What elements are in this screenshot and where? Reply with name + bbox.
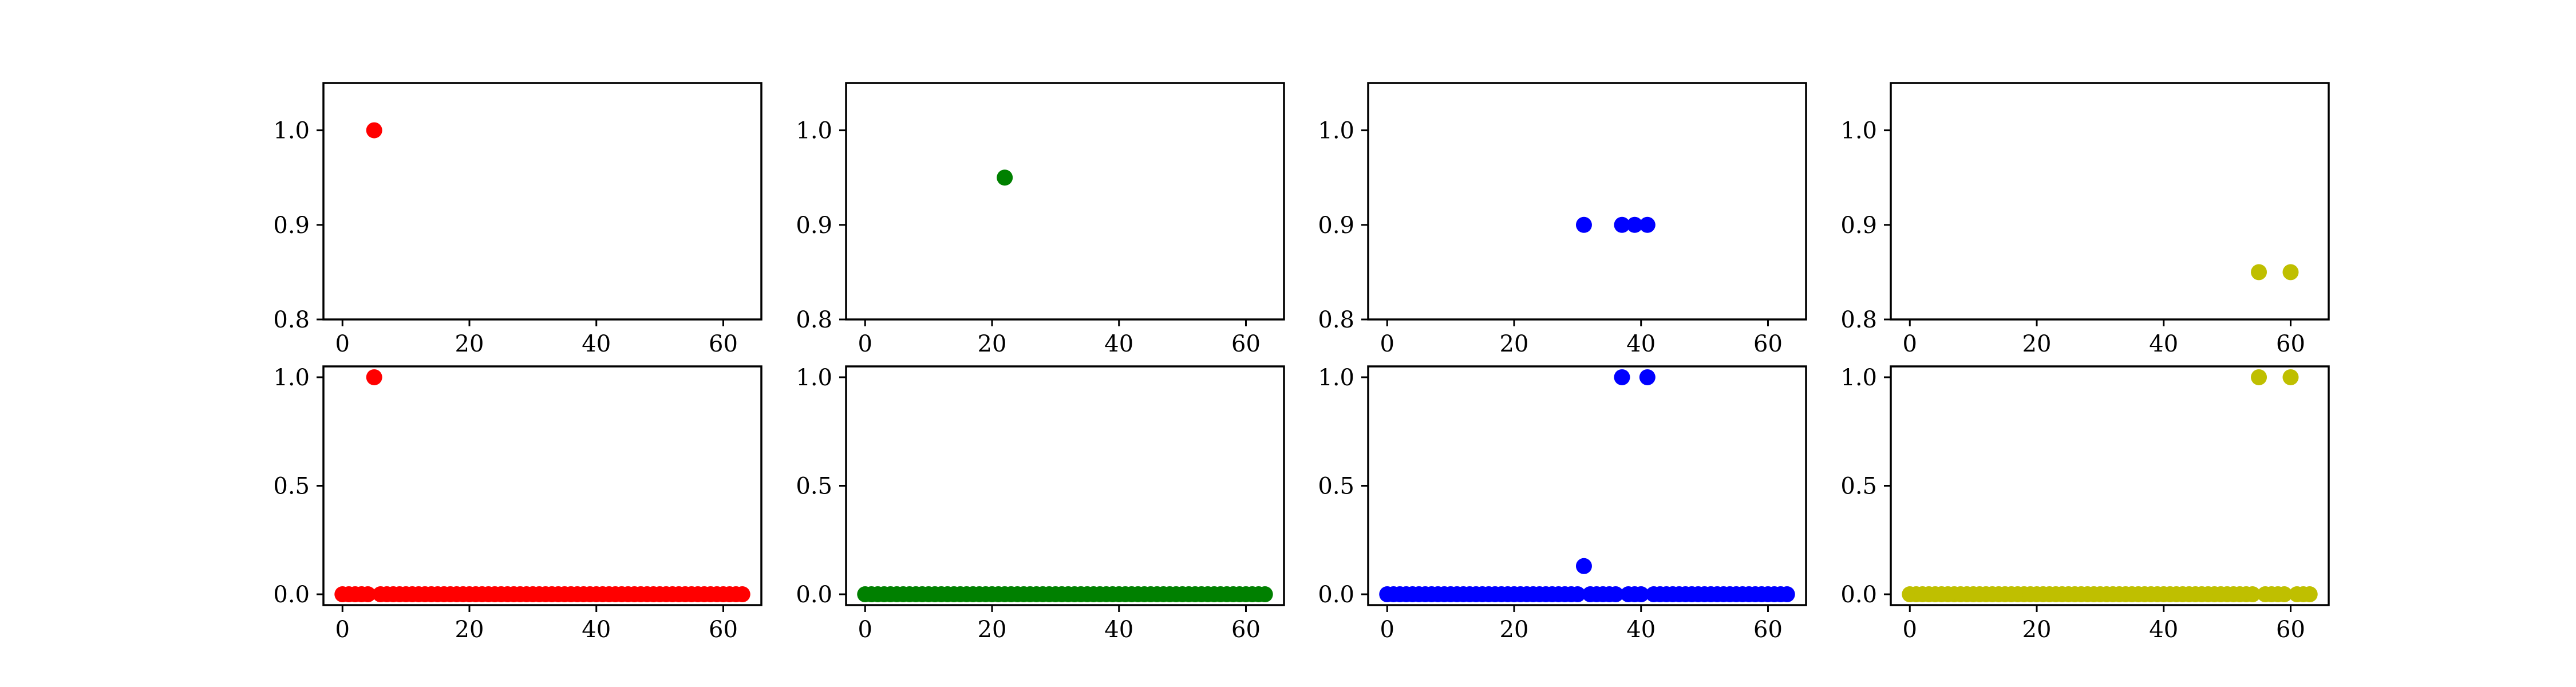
axes-frame	[1367, 82, 1807, 321]
data-point	[2251, 369, 2267, 385]
x-tick-label: 40	[1104, 331, 1133, 357]
x-tick-label: 0	[335, 617, 350, 643]
x-tick-label: 20	[978, 331, 1007, 357]
y-tick-label: 0.8	[1840, 307, 1877, 333]
y-tick-label: 1.0	[1840, 365, 1877, 391]
data-point	[359, 586, 376, 603]
data-point	[1779, 586, 1795, 603]
data-point	[1257, 586, 1273, 603]
x-tick-label: 20	[978, 617, 1007, 643]
x-tick-label: 40	[1626, 617, 1656, 643]
x-tick-label: 20	[455, 331, 484, 357]
y-tick-label: 1.0	[273, 365, 310, 391]
y-tick-label: 0.0	[273, 582, 310, 608]
x-tick-label: 40	[2149, 617, 2178, 643]
y-tick-label: 1.0	[1840, 118, 1877, 144]
x-tick-label: 60	[1231, 617, 1261, 643]
x-tick-label: 20	[2022, 331, 2052, 357]
y-tick-label: 1.0	[273, 118, 310, 144]
x-tick-label: 20	[2022, 617, 2052, 643]
subplot-0-3: 0 20 40 60 0.8 0.9 1.0	[1840, 82, 2330, 357]
y-tick-label: 1.0	[796, 365, 832, 391]
y-tick-label: 0.9	[1318, 212, 1354, 239]
axes-frame	[322, 82, 762, 321]
x-tick-label: 60	[1231, 331, 1261, 357]
x-tick-label: 20	[455, 617, 484, 643]
x-tick-label: 40	[582, 331, 611, 357]
data-point	[1614, 369, 1630, 385]
y-tick-label: 0.0	[1840, 582, 1877, 608]
axes-frame	[1367, 365, 1807, 606]
data-point	[2276, 586, 2293, 603]
y-tick-label: 0.5	[796, 473, 832, 500]
subplot-0-1: 0 20 40 60 0.8 0.9 1.0	[796, 82, 1285, 357]
y-tick-label: 0.9	[1840, 212, 1877, 239]
data-point	[1575, 558, 1592, 574]
subplot-1-2: 0 20 40 60 0.0 0.5 1.0	[1318, 365, 1807, 643]
y-tick-label: 0.5	[273, 473, 310, 500]
data-point	[1639, 216, 1656, 233]
x-tick-label: 60	[709, 331, 738, 357]
data-point	[2244, 586, 2261, 603]
axes-frame	[1890, 365, 2330, 606]
data-point	[997, 169, 1013, 186]
y-tick-label: 0.8	[1318, 307, 1354, 333]
x-tick-label: 40	[1104, 617, 1133, 643]
x-tick-label: 20	[1500, 617, 1529, 643]
x-tick-label: 0	[1903, 331, 1917, 357]
subplot-1-3: 0 20 40 60 0.0 0.5 1.0	[1840, 365, 2330, 643]
x-tick-label: 40	[582, 617, 611, 643]
data-point	[1607, 586, 1624, 603]
data-point	[1575, 216, 1592, 233]
y-tick-label: 1.0	[1318, 365, 1354, 391]
y-tick-label: 0.0	[796, 582, 832, 608]
axes-frame	[1890, 82, 2330, 321]
data-point	[1633, 586, 1649, 603]
y-tick-label: 0.5	[1318, 473, 1354, 500]
data-point	[2251, 264, 2267, 281]
axes-frame	[845, 82, 1285, 321]
y-tick-label: 0.8	[273, 307, 310, 333]
x-tick-label: 60	[2276, 331, 2305, 357]
subplot-1-1: 0 20 40 60 0.0 0.5 1.0	[796, 365, 1285, 643]
x-tick-label: 60	[709, 617, 738, 643]
x-tick-label: 0	[335, 331, 350, 357]
data-point	[734, 586, 750, 603]
data-point	[1639, 369, 1656, 385]
y-tick-label: 0.8	[796, 307, 832, 333]
x-tick-label: 0	[1903, 617, 1917, 643]
data-point	[1614, 216, 1630, 233]
data-point	[2282, 264, 2299, 281]
x-tick-label: 20	[1500, 331, 1529, 357]
x-tick-label: 60	[1753, 331, 1783, 357]
subplot-1-0: 0 20 40 60 0.0 0.5 1.0	[273, 365, 762, 643]
subplot-0-2: 0 20 40 60 0.8 0.9 1.0	[1318, 82, 1807, 357]
y-tick-label: 0.9	[796, 212, 832, 239]
x-tick-label: 60	[2276, 617, 2305, 643]
data-point	[1569, 586, 1586, 603]
y-tick-label: 1.0	[796, 118, 832, 144]
data-point	[366, 122, 382, 139]
x-tick-label: 60	[1753, 617, 1783, 643]
x-tick-label: 0	[858, 331, 872, 357]
data-point	[2301, 586, 2318, 603]
y-tick-label: 1.0	[1318, 118, 1354, 144]
x-tick-label: 0	[1380, 331, 1394, 357]
axes-frame	[322, 365, 762, 606]
y-tick-label: 0.9	[273, 212, 310, 239]
data-point	[366, 369, 382, 385]
data-point	[2282, 369, 2299, 385]
x-tick-label: 40	[2149, 331, 2178, 357]
subplot-0-0: 0 20 40 60 0.8 0.9 1.0	[273, 82, 762, 357]
x-tick-label: 0	[858, 617, 872, 643]
x-tick-label: 0	[1380, 617, 1394, 643]
y-tick-label: 0.5	[1840, 473, 1877, 500]
data-point	[1626, 216, 1643, 233]
x-tick-label: 40	[1626, 331, 1656, 357]
y-tick-label: 0.0	[1318, 582, 1354, 608]
axes-frame	[845, 365, 1285, 606]
